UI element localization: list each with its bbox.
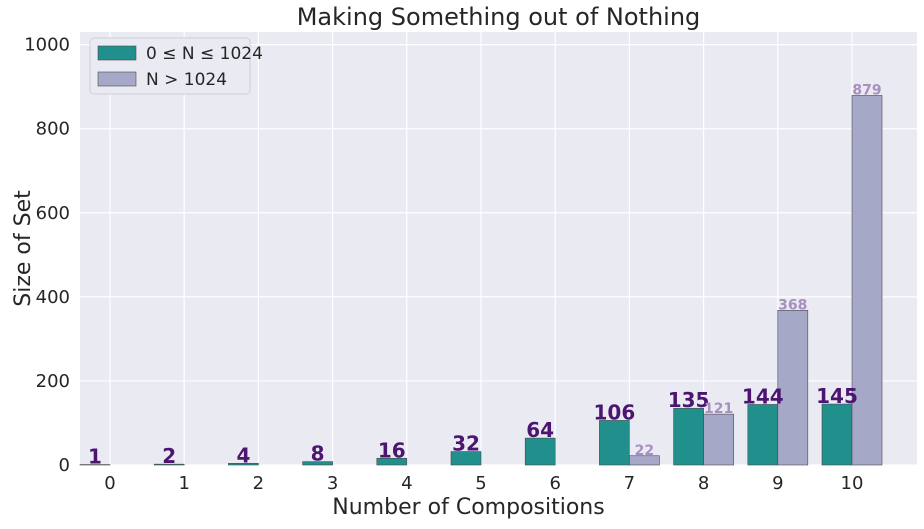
bar-series-a [748, 404, 778, 465]
bar-value-label: 145 [816, 384, 858, 408]
bar-series-a [674, 408, 704, 465]
x-tick-label: 7 [624, 473, 635, 494]
legend-swatch [98, 72, 136, 86]
bar-value-label: 4 [236, 443, 250, 467]
y-tick-label: 1000 [24, 35, 70, 56]
bar-series-b [704, 414, 734, 465]
bar-value-label: 121 [704, 401, 733, 417]
y-tick-label: 600 [36, 203, 70, 224]
bar-value-label: 8 [311, 442, 325, 466]
y-tick-label: 0 [59, 455, 70, 476]
bar-value-label: 106 [594, 400, 636, 424]
y-tick-label: 400 [36, 287, 70, 308]
bar-value-label: 144 [742, 384, 784, 408]
x-tick-label: 2 [253, 473, 264, 494]
bar-value-label: 16 [378, 438, 406, 462]
bar-value-label: 368 [778, 297, 807, 313]
legend: 0 ≤ N ≤ 1024 N > 1024 [90, 38, 263, 94]
bar-value-label: 1 [88, 445, 102, 469]
bar-value-label: 2 [162, 444, 176, 468]
legend-label: N > 1024 [146, 70, 227, 90]
bar-value-label: 64 [526, 418, 554, 442]
y-axis-title: Size of Set [11, 190, 36, 307]
bar-series-b [852, 95, 882, 465]
x-tick-label: 0 [104, 473, 115, 494]
chart-title: Making Something out of Nothing [297, 3, 701, 31]
bar-series-a [599, 420, 629, 465]
x-tick-label: 8 [698, 473, 709, 494]
bar-value-label: 22 [635, 443, 654, 459]
bar-series-a [525, 438, 555, 465]
y-tick-label: 800 [36, 119, 70, 140]
y-tick-label: 200 [36, 371, 70, 392]
x-axis-title: Number of Compositions [332, 495, 604, 520]
x-tick-label: 5 [475, 473, 486, 494]
x-tick-label: 3 [327, 473, 338, 494]
x-tick-label: 4 [401, 473, 412, 494]
x-tick-label: 1 [178, 473, 189, 494]
x-tick-label: 10 [841, 473, 864, 494]
x-tick-label: 6 [549, 473, 560, 494]
bar-series-a [822, 404, 852, 465]
bar-value-label: 32 [452, 432, 480, 456]
x-tick-label: 9 [772, 473, 783, 494]
legend-label: 0 ≤ N ≤ 1024 [146, 44, 263, 64]
legend-swatch [98, 46, 136, 60]
bar-value-label: 879 [852, 82, 881, 98]
